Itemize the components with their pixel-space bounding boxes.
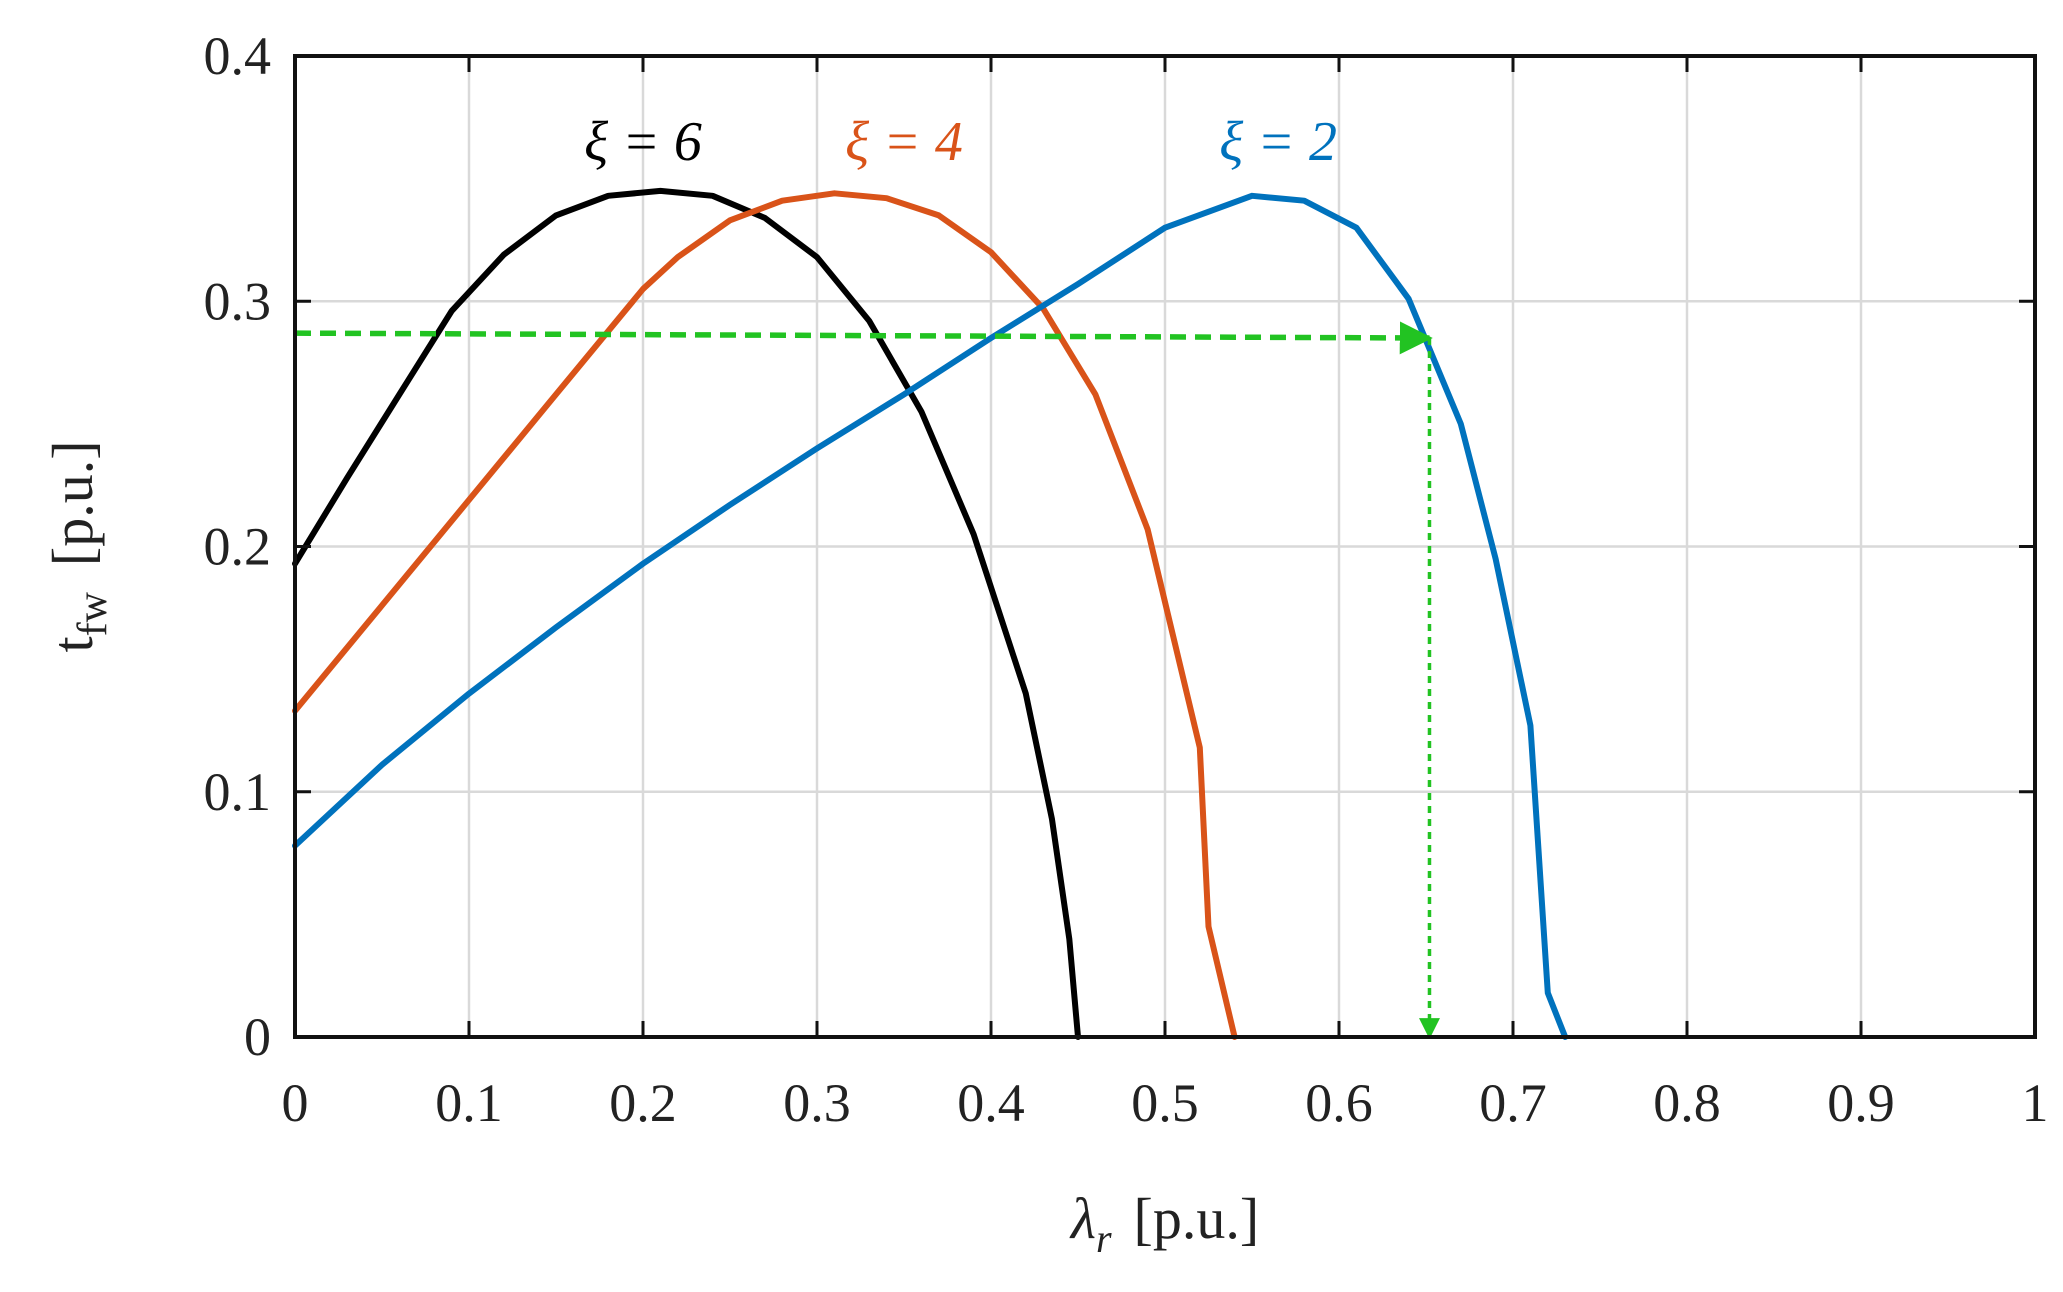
y-tick-label: 0.3	[204, 271, 272, 331]
curve-label-1: ξ = 6	[584, 111, 702, 173]
y-axis-label: tfw [p.u.]	[40, 440, 116, 652]
curve-label-3: ξ = 2	[1219, 111, 1337, 173]
series-line-3	[292, 192, 1569, 1040]
series-line-1	[292, 187, 1081, 1040]
x-tick-label: 0.9	[1827, 1073, 1895, 1133]
x-tick-label: 0.7	[1479, 1073, 1547, 1133]
x-tick-label: 1	[2022, 1073, 2049, 1133]
x-axis-unit: [p.u.]	[1134, 1186, 1260, 1251]
guide-arrows	[294, 321, 1440, 1040]
x-tick-label: 0.4	[957, 1073, 1025, 1133]
series-line-2	[292, 190, 1238, 1040]
x-tick-label: 0.3	[783, 1073, 851, 1133]
x-axis-subscript: r	[1096, 1216, 1112, 1261]
x-axis-label: λr [p.u.]	[1069, 1186, 1259, 1261]
x-tick-label: 0	[282, 1073, 309, 1133]
y-tick-label: 0.2	[204, 517, 272, 577]
annotations: ξ = 6 ξ = 4 ξ = 2	[584, 111, 1337, 173]
y-axis-subscript: fw	[70, 591, 116, 636]
grid	[293, 54, 2037, 1039]
x-tick-label: 0.8	[1653, 1073, 1721, 1133]
y-tick-label: 0.1	[204, 762, 272, 822]
y-axis-symbol: t	[40, 636, 105, 652]
y-tick-label: 0	[244, 1007, 271, 1067]
x-axis-symbol: λ	[1069, 1186, 1096, 1251]
x-tick-label: 0.2	[609, 1073, 677, 1133]
x-tick-label: 0.1	[435, 1073, 503, 1133]
guide-arrow-horizontal	[294, 321, 1433, 355]
x-tick-label: 0.6	[1305, 1073, 1373, 1133]
y-axis-unit: [p.u.]	[40, 440, 105, 566]
ticks: 0 0.1 0.2 0.3 0.4 0.5 0.6 0.7 0.8 0.9 1 0 0.1 0.2 0.3 0…	[204, 26, 2049, 1133]
series-layer	[292, 187, 1569, 1040]
curve-label-2: ξ = 4	[845, 111, 963, 173]
y-tick-label: 0.4	[204, 26, 272, 86]
x-tick-label: 0.5	[1131, 1073, 1199, 1133]
